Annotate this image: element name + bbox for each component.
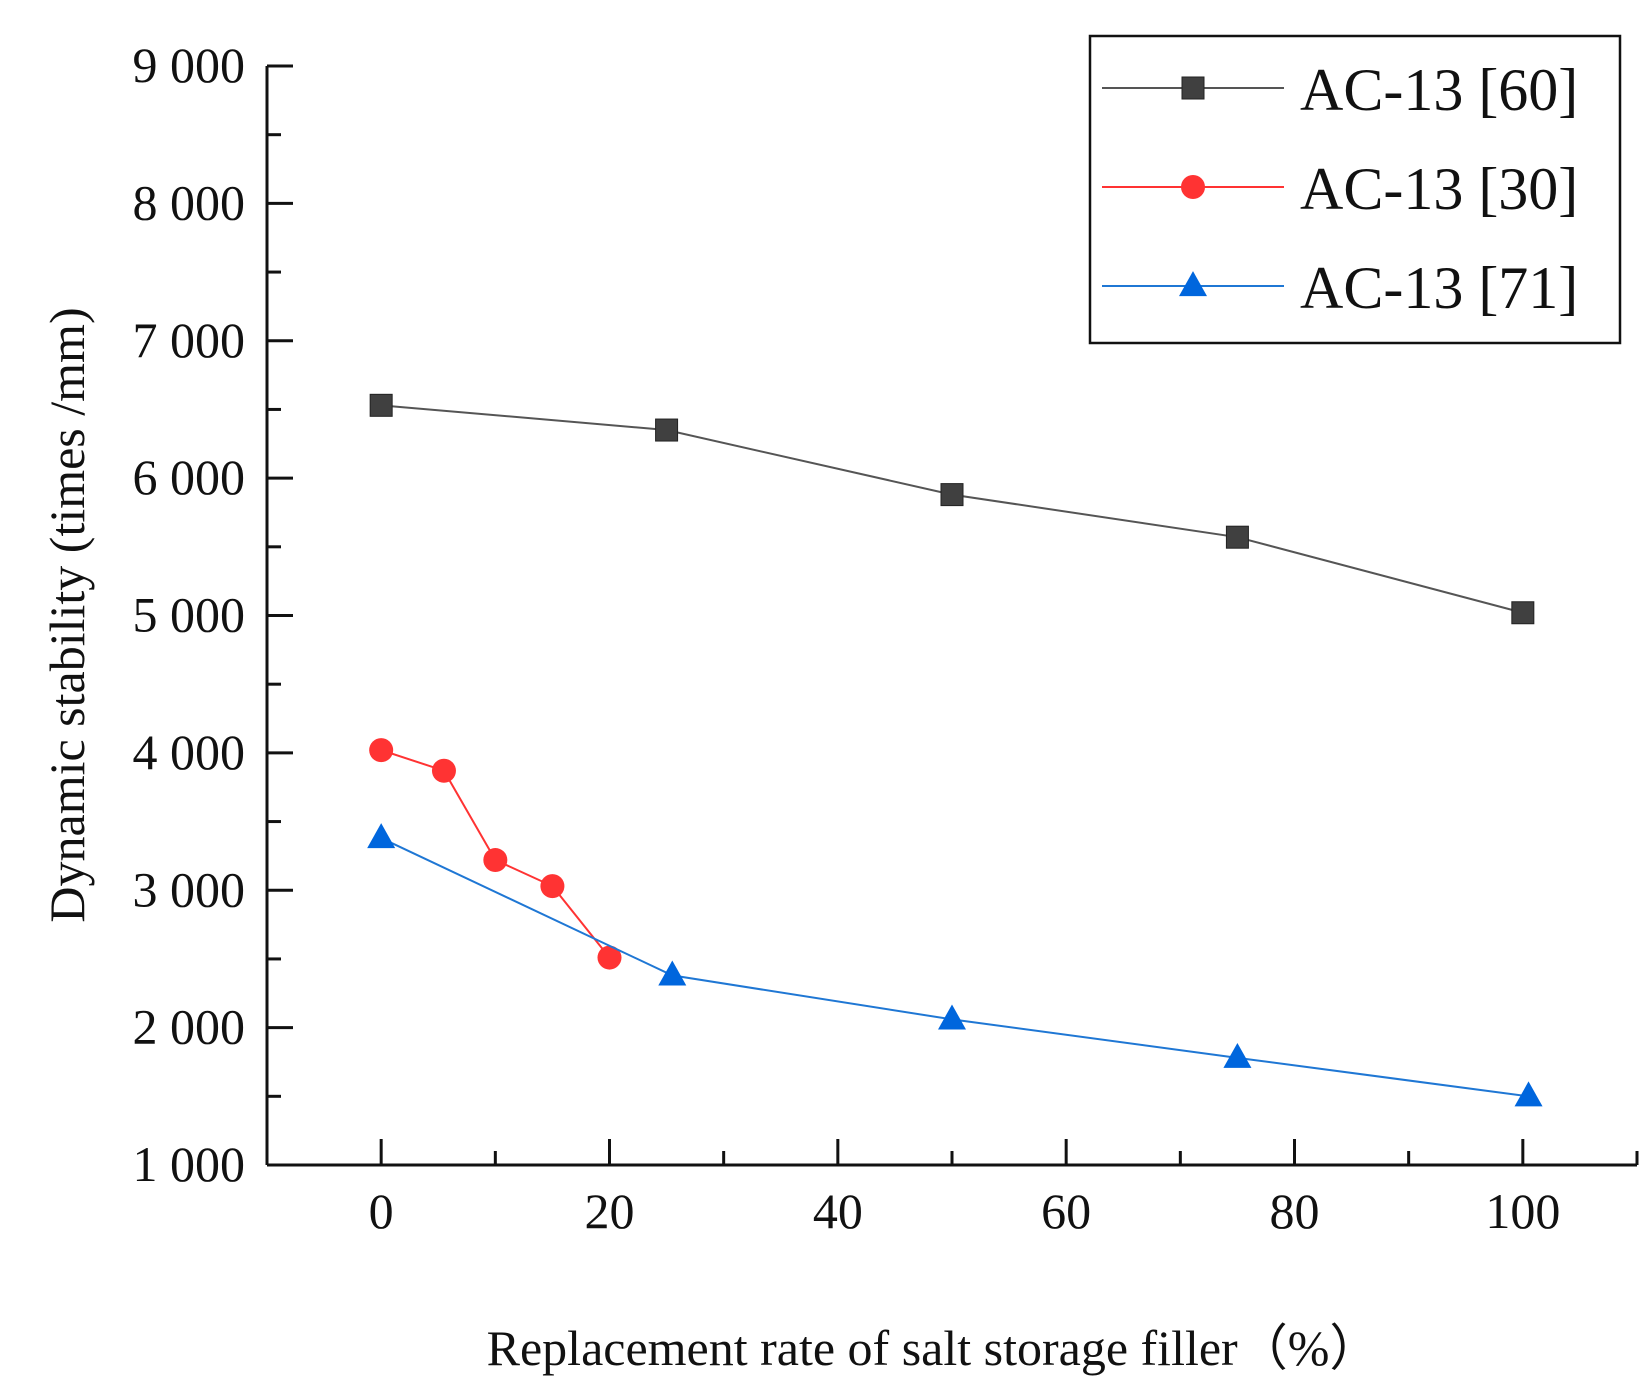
axes: 1 000 2 000 3 000 4 000 5 000 6 000 7 000 8 000… (133, 37, 1639, 1239)
x-tick-label: 80 (1270, 1183, 1320, 1239)
y-tick-label: 4 000 (133, 724, 246, 780)
legend-marker (1181, 175, 1205, 199)
y-tick-label: 9 000 (133, 37, 246, 93)
data-point (655, 418, 679, 442)
data-point (369, 393, 393, 417)
legend: AC-13 [60] AC-13 [30] AC-13 [71] (1088, 34, 1622, 345)
legend-label: AC-13 [30] (1300, 156, 1578, 222)
series-1 (369, 738, 622, 970)
legend-marker (1181, 76, 1205, 100)
legend-label: AC-13 [71] (1300, 255, 1578, 321)
data-point (540, 874, 565, 899)
data-point (1225, 525, 1249, 549)
series-line (381, 404, 1524, 614)
y-tick-label: 7 000 (133, 312, 246, 368)
x-axis-title: Replacement rate of salt storage filler（… (487, 1320, 1380, 1376)
data-point (597, 945, 622, 970)
series-2 (367, 823, 1543, 1107)
data-point (367, 823, 396, 849)
x-tick-label: 0 (369, 1183, 394, 1239)
x-tick-label: 60 (1041, 1183, 1091, 1239)
y-tick-label: 2 000 (133, 999, 246, 1055)
y-axis-title: Dynamic stability (times /mm) (39, 307, 95, 922)
data-point (940, 483, 964, 507)
data-point (483, 848, 508, 873)
x-tick-label: 20 (585, 1183, 635, 1239)
x-tick-label: 40 (813, 1183, 863, 1239)
x-tick-label: 100 (1485, 1183, 1560, 1239)
legend-label: AC-13 [60] (1300, 57, 1578, 123)
data-point (658, 960, 687, 986)
data-point (431, 758, 456, 783)
data-point (369, 738, 394, 763)
y-tick-label: 3 000 (133, 861, 246, 917)
y-tick-label: 8 000 (133, 174, 246, 230)
data-point (1511, 601, 1535, 625)
legend-marker (1179, 271, 1207, 297)
data-point (938, 1004, 966, 1030)
data-point (1223, 1042, 1252, 1068)
series-0 (369, 393, 1535, 625)
y-tick-label: 6 000 (133, 449, 246, 505)
y-tick-label: 1 000 (133, 1136, 246, 1192)
y-tick-label: 5 000 (133, 587, 246, 643)
series-layer (367, 393, 1543, 1107)
data-point (1514, 1081, 1543, 1107)
